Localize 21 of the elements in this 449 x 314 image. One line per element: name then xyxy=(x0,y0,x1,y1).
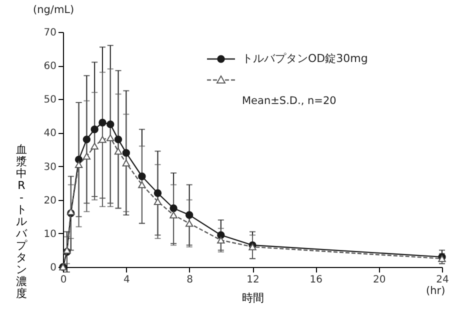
x-tick-label: 8 xyxy=(186,274,194,286)
annotation: Mean±S.D., n=20 xyxy=(242,95,336,107)
x-tick-label: 4 xyxy=(123,274,130,286)
y-tick-label: 0 xyxy=(50,262,56,274)
text: (ng/mL) xyxy=(33,4,74,16)
x-axis-title: 時間 xyxy=(242,292,264,304)
y-tick-label: 60 xyxy=(44,61,56,72)
x-tick-label: 0 xyxy=(60,274,67,286)
legend-label: トルバプタンOD錠30mg xyxy=(242,52,368,65)
text: (hr) xyxy=(426,285,446,297)
text: 血漿中R-トルバプタン濃度 xyxy=(16,143,27,300)
y-tick-label: 50 xyxy=(44,94,56,106)
x-tick-label: 16 xyxy=(310,274,323,286)
x-tick-label: 20 xyxy=(372,274,386,286)
y-tick-label: 10 xyxy=(44,228,56,240)
x-tick-label: 12 xyxy=(246,274,260,286)
y-tick-label: 20 xyxy=(44,195,56,206)
y-tick-label: 40 xyxy=(44,128,56,140)
x-tick-label: 24 xyxy=(436,274,449,286)
y-tick-label: 70 xyxy=(44,28,56,38)
y-tick-label: 30 xyxy=(44,162,56,173)
